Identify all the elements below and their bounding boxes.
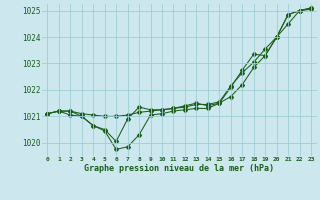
X-axis label: Graphe pression niveau de la mer (hPa): Graphe pression niveau de la mer (hPa) xyxy=(84,164,274,173)
